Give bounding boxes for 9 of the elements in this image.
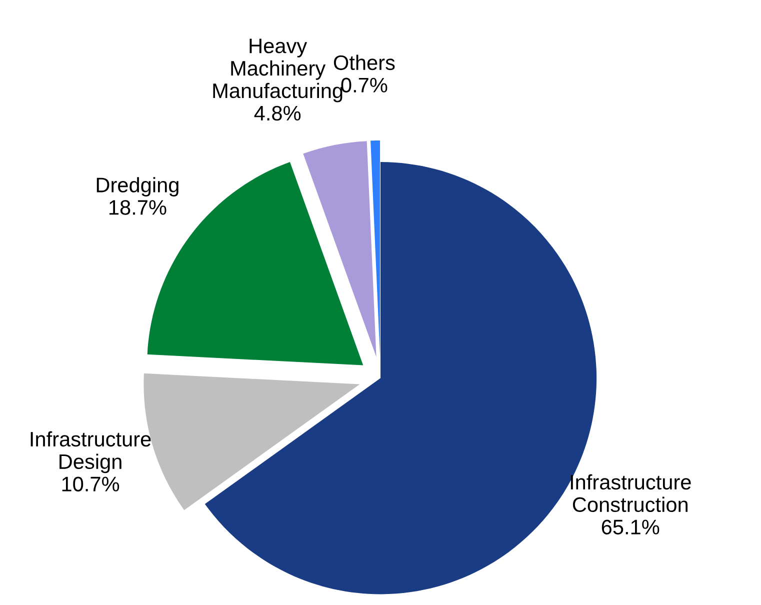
slice-label: Others <box>334 54 395 70</box>
data-label: 4.8% <box>254 106 301 121</box>
slice-label: Dredging <box>96 177 178 197</box>
slice-label: Infrastructure Construction <box>570 474 691 512</box>
slice-label: Infrastructure Design <box>30 431 151 474</box>
data-label: 10.7% <box>62 476 120 492</box>
data-label: 65.1% <box>602 520 660 534</box>
data-label: 18.7% <box>110 200 166 215</box>
data-label: 0.7% <box>341 78 388 93</box>
